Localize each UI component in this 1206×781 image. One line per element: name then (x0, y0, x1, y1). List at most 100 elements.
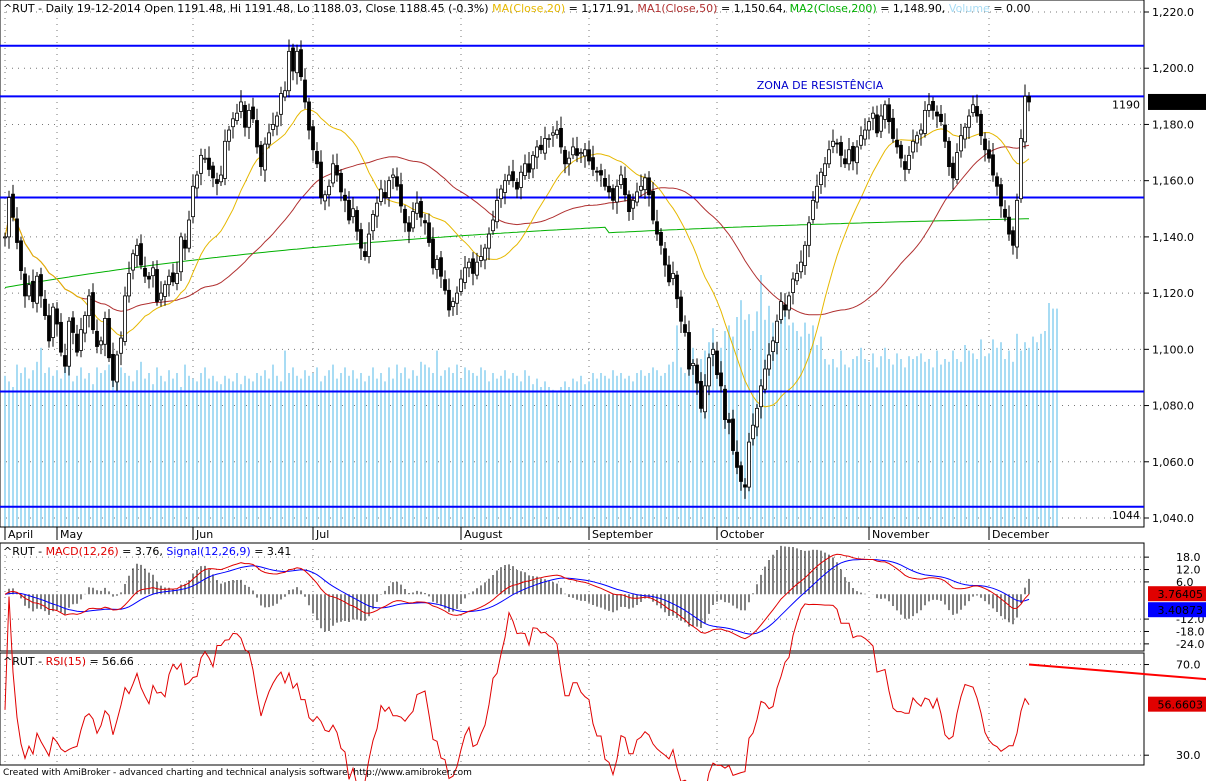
volume-bar (212, 375, 214, 527)
volume-bar (656, 370, 658, 527)
volume-bar (872, 353, 874, 527)
volume-bar (320, 381, 322, 527)
candle-body (767, 354, 771, 370)
candle-body (443, 279, 447, 291)
candle-body (483, 247, 487, 261)
rsi-tick-label: 30.0 (1176, 749, 1201, 762)
candle-body (523, 163, 527, 177)
candle-body (159, 292, 163, 301)
volume-bar (800, 336, 802, 527)
candle-body (783, 304, 787, 311)
volume-bar (608, 378, 610, 527)
macd-line (4, 553, 1030, 640)
volume-bar (704, 350, 706, 527)
month-label: December (992, 528, 1050, 541)
candle-body (467, 261, 471, 269)
volume-bar (96, 367, 98, 527)
volume-bar (420, 361, 422, 527)
candle-body (999, 184, 1003, 207)
volume-bar (588, 381, 590, 527)
candle-body (879, 115, 883, 132)
candle-body (739, 465, 743, 482)
candle-body (243, 104, 247, 128)
candle-body (291, 47, 295, 72)
volume-bar (100, 373, 102, 527)
candle-body (579, 152, 583, 155)
candle-body (131, 253, 135, 271)
candle-body (535, 146, 539, 158)
month-label: August (464, 528, 503, 541)
price-y-axis: 1,220.0 1,200.0 1,180.0 1,160.0 1,140.0 1,120… (1144, 6, 1206, 525)
candle-body (747, 441, 751, 488)
volume-bar (764, 319, 766, 527)
volume-bar (432, 373, 434, 527)
volume-bar (224, 375, 226, 527)
volume-bar (568, 387, 570, 527)
candle-body (903, 161, 907, 170)
price-tick-label: 1,200.0 (1152, 62, 1194, 75)
volume-bar (456, 364, 458, 527)
volume-bar (348, 375, 350, 527)
resistance-annotation: ZONA DE RESISTÊNCIA (757, 79, 884, 92)
signal-value-badge (1148, 602, 1206, 618)
volume-bar (644, 375, 646, 527)
volume-bar (976, 359, 978, 527)
candle-body (763, 368, 767, 390)
candle-body (847, 149, 851, 165)
candle-body (595, 170, 599, 173)
volume-bar (516, 375, 518, 527)
volume-bar (984, 356, 986, 527)
volume-bar (940, 364, 942, 527)
volume-bar (564, 381, 566, 527)
candle-body (51, 306, 55, 338)
volume-bar (1044, 331, 1046, 527)
volume-bar (932, 367, 934, 527)
volume-bar (980, 339, 982, 527)
macd-pane: 18.012.06.0-12.0-18.0-24.03.764053.40873… (0, 542, 1206, 652)
macd-tick-label: 12.0 (1176, 564, 1201, 577)
volume-bar (180, 387, 182, 527)
volume-bar (584, 384, 586, 527)
volume-bar (40, 347, 42, 527)
candle-body (503, 180, 507, 193)
candle-body (75, 333, 79, 353)
candle-body (587, 149, 591, 162)
volume-bar (416, 375, 418, 527)
volume-bar (60, 378, 62, 527)
candle-body (151, 267, 155, 277)
volume-bar (352, 370, 354, 527)
candle-body (835, 142, 839, 145)
candle-body (907, 154, 911, 170)
candle-body (203, 157, 207, 160)
volume-bar (1020, 350, 1022, 527)
candle-body (639, 185, 643, 191)
macd-title: ^RUT - MACD(12,26) = 3.76, Signal(12,26,… (3, 545, 291, 558)
rsi-y-axis: 70.0 30.0 56.6603 (1144, 659, 1206, 762)
volume-bar (1004, 359, 1006, 527)
candle-body (19, 240, 23, 272)
candle-body (359, 229, 363, 249)
candle-body (119, 337, 123, 354)
volume-bar (696, 370, 698, 527)
candle-body (995, 176, 999, 187)
candle-body (35, 275, 39, 304)
candle-body (855, 146, 859, 164)
volume-bar (868, 361, 870, 527)
candle-body (347, 199, 351, 221)
candle-body (55, 308, 59, 325)
month-label: May (60, 528, 83, 541)
volume-bar (636, 373, 638, 527)
candle-body (399, 184, 403, 207)
volume-bar (336, 378, 338, 527)
volume-bar (112, 375, 114, 527)
candle-body (859, 135, 863, 146)
volume-bar (996, 347, 998, 527)
candle-body (267, 132, 271, 145)
volume-bar (924, 361, 926, 527)
volume-bar (372, 367, 374, 527)
volume-bar (8, 381, 10, 527)
volume-bar (1036, 342, 1038, 527)
candle-body (931, 100, 935, 111)
rsi-lines (4, 596, 1206, 781)
volume-bar (64, 367, 66, 527)
